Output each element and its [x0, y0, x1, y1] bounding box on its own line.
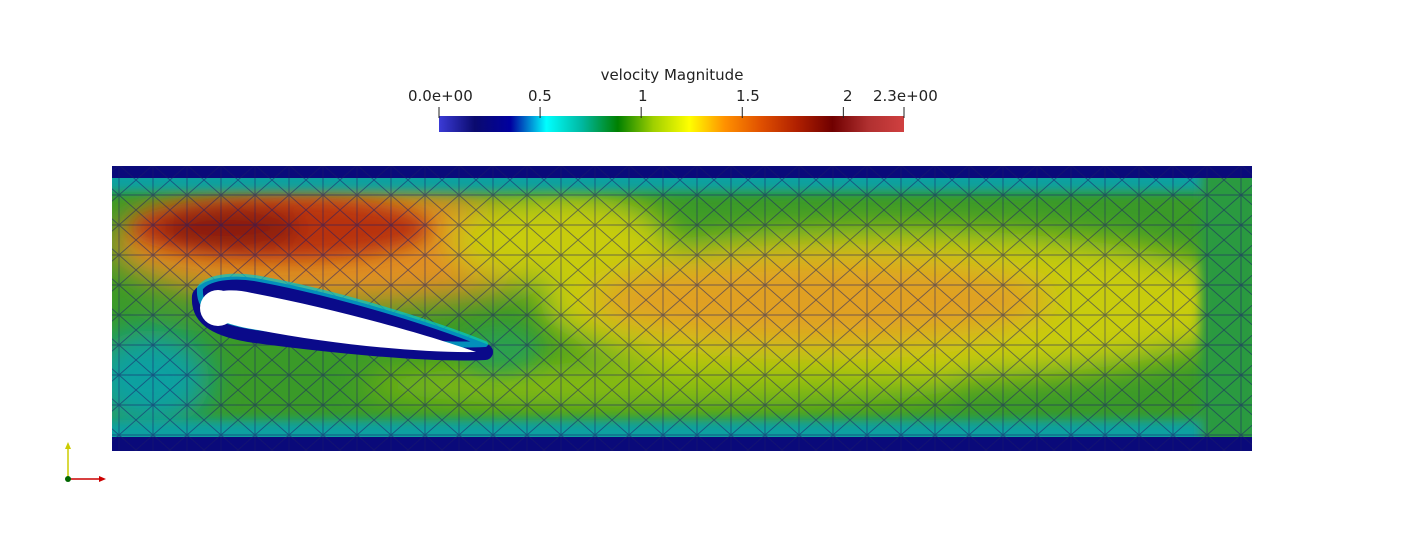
- colorbar: [439, 116, 904, 132]
- colorbar-ticks: [438, 107, 905, 118]
- y-axis-arrowhead: [65, 442, 71, 449]
- colorbar-tick-label-min: 0.0e+00: [408, 87, 473, 105]
- colorbar-tick-label-0-5: 0.5: [528, 87, 552, 105]
- colorbar-tick-label-2: 2: [843, 87, 853, 105]
- z-axis-dot: [65, 476, 71, 482]
- airfoil: [204, 290, 476, 353]
- x-axis-arrowhead: [99, 476, 106, 482]
- orientation-axes: [65, 442, 106, 482]
- colorbar-tick-label-max: 2.3e+00: [873, 87, 938, 105]
- flow-domain: [112, 166, 1252, 451]
- colorbar-tick-label-1-5: 1.5: [736, 87, 760, 105]
- colorbar-title: velocity Magnitude: [600, 66, 744, 84]
- colorbar-tick-label-1: 1: [638, 87, 648, 105]
